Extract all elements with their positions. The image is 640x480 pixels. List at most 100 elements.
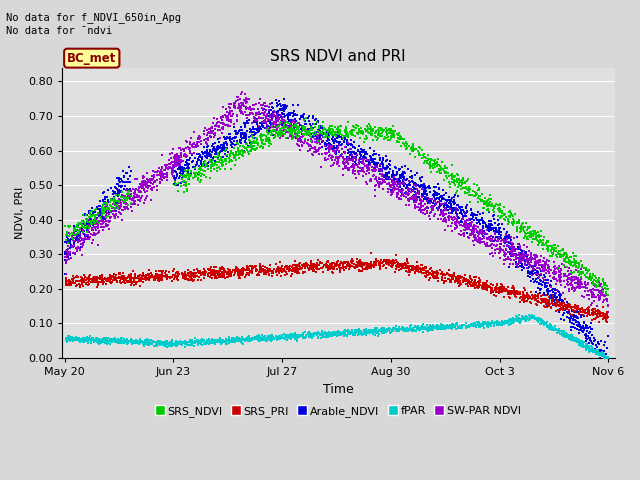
- Point: [86, 224, 97, 231]
- Point: [465, 230, 475, 238]
- Point: [259, 267, 269, 275]
- Point: [193, 268, 203, 276]
- Point: [587, 331, 597, 339]
- Point: [566, 280, 576, 288]
- Point: [102, 209, 113, 216]
- Point: [272, 129, 282, 137]
- Point: [599, 296, 609, 304]
- Point: [469, 233, 479, 241]
- Point: [585, 323, 595, 331]
- Point: [266, 106, 276, 114]
- Point: [247, 138, 257, 145]
- Point: [326, 144, 336, 152]
- Point: [563, 300, 573, 308]
- Point: [439, 216, 449, 223]
- Point: [547, 285, 557, 293]
- Point: [88, 273, 99, 281]
- Point: [261, 115, 271, 122]
- Point: [145, 274, 156, 282]
- Point: [431, 269, 441, 276]
- Point: [264, 116, 275, 124]
- Point: [338, 329, 348, 337]
- Point: [303, 330, 313, 338]
- Point: [313, 334, 323, 342]
- Point: [113, 189, 123, 196]
- Point: [324, 148, 334, 156]
- Point: [282, 333, 292, 341]
- Point: [600, 338, 610, 346]
- Point: [549, 247, 559, 254]
- Point: [213, 145, 223, 153]
- Point: [144, 271, 154, 279]
- Point: [547, 252, 557, 260]
- Point: [214, 271, 224, 278]
- Point: [409, 146, 419, 154]
- Point: [389, 325, 399, 333]
- Point: [447, 271, 457, 279]
- Point: [401, 145, 411, 153]
- Point: [160, 339, 170, 347]
- Point: [90, 217, 100, 225]
- Point: [479, 319, 489, 326]
- Point: [479, 229, 490, 237]
- Point: [454, 230, 465, 238]
- Point: [591, 307, 602, 314]
- Point: [531, 262, 541, 269]
- Point: [287, 267, 298, 275]
- Point: [108, 337, 118, 345]
- Point: [591, 314, 601, 322]
- Point: [570, 336, 580, 343]
- Point: [326, 329, 336, 337]
- Point: [230, 337, 240, 345]
- Point: [64, 251, 74, 259]
- Point: [372, 332, 383, 340]
- Point: [81, 334, 92, 341]
- Point: [148, 180, 158, 188]
- Point: [521, 315, 531, 323]
- Point: [417, 185, 428, 192]
- Point: [375, 264, 385, 272]
- Point: [253, 129, 263, 136]
- Point: [170, 340, 180, 348]
- Point: [445, 324, 455, 331]
- Point: [394, 138, 404, 145]
- Point: [65, 252, 76, 259]
- Point: [426, 168, 436, 176]
- Point: [425, 324, 435, 331]
- Point: [579, 283, 589, 291]
- Point: [511, 289, 522, 297]
- Point: [344, 141, 355, 148]
- Point: [485, 234, 495, 241]
- Point: [122, 337, 132, 345]
- Point: [587, 275, 597, 282]
- Point: [252, 335, 262, 343]
- Point: [453, 276, 463, 284]
- Point: [298, 331, 308, 339]
- Point: [86, 217, 97, 225]
- Point: [179, 157, 189, 165]
- Point: [391, 265, 401, 273]
- Point: [170, 158, 180, 166]
- Point: [244, 133, 255, 141]
- Point: [502, 238, 512, 246]
- Point: [102, 336, 112, 344]
- Point: [335, 258, 346, 266]
- Point: [219, 269, 229, 276]
- Point: [224, 335, 234, 343]
- Point: [374, 183, 384, 191]
- Point: [129, 194, 140, 202]
- Point: [417, 324, 428, 332]
- Point: [394, 135, 404, 143]
- Point: [218, 264, 228, 272]
- Point: [248, 101, 259, 109]
- Point: [120, 192, 131, 200]
- Point: [595, 293, 605, 300]
- Point: [348, 259, 358, 266]
- Point: [565, 316, 575, 324]
- Point: [539, 302, 549, 310]
- Point: [581, 285, 591, 292]
- Point: [464, 322, 474, 329]
- Point: [362, 134, 372, 142]
- Point: [172, 341, 182, 348]
- Point: [116, 181, 127, 189]
